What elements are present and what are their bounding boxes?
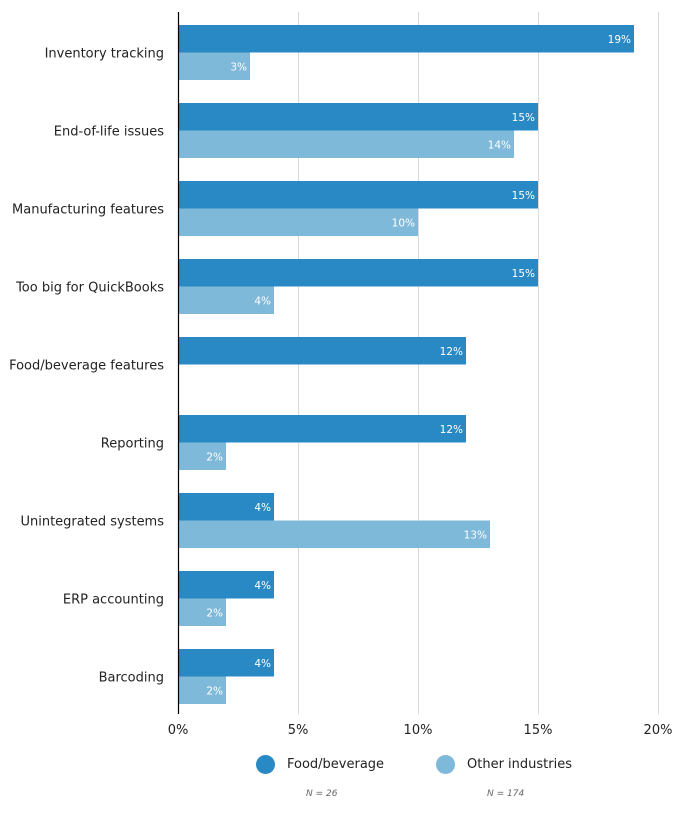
bar-other-industries xyxy=(178,130,514,158)
bars: 19% 3% 15% 14% 15% 10% 15% 4% 12% 12% 2% 4% 13% 4% 2% 4… xyxy=(178,25,634,704)
x-tick-label: 15% xyxy=(524,723,553,738)
bar-value-label: 15% xyxy=(512,190,535,202)
category-label: Reporting xyxy=(101,437,164,452)
category-label: Inventory tracking xyxy=(45,47,164,62)
x-tick-label: 0% xyxy=(168,723,189,738)
bar-value-label: 12% xyxy=(440,346,463,358)
category-label: Food/beverage features xyxy=(9,359,164,374)
bar-food-beverage xyxy=(178,649,274,677)
bar-value-label: 2% xyxy=(206,451,223,463)
bar-other-industries xyxy=(178,598,226,626)
bar-chart: 19% 3% 15% 14% 15% 10% 15% 4% 12% 12% 2% 4% 13% 4% 2% 4… xyxy=(9,12,673,738)
bar-value-label: 10% xyxy=(392,217,415,229)
bar-food-beverage xyxy=(178,181,538,209)
bar-other-industries xyxy=(178,286,274,314)
bar-value-label: 4% xyxy=(254,658,271,670)
legend-item-food-beverage[interactable]: Food/beverage xyxy=(256,755,384,774)
category-label: Manufacturing features xyxy=(12,203,164,218)
x-tick-label: 10% xyxy=(404,723,433,738)
category-label: End-of-life issues xyxy=(54,125,164,140)
category-label: Unintegrated systems xyxy=(20,515,164,530)
legend-label: Food/beverage xyxy=(287,757,385,772)
category-labels: Inventory tracking End-of-life issues Manu… xyxy=(9,47,164,686)
bar-value-label: 15% xyxy=(512,112,535,124)
bar-value-label: 4% xyxy=(254,295,271,307)
bar-food-beverage xyxy=(178,571,274,599)
bar-value-label: 15% xyxy=(512,268,535,280)
category-label: Barcoding xyxy=(99,671,164,686)
bar-other-industries xyxy=(178,520,490,548)
x-axis-ticks: 0% 5% 10% 15% 20% xyxy=(168,723,673,738)
bar-value-label: 3% xyxy=(230,61,247,73)
bar-value-label: 2% xyxy=(206,685,223,697)
bar-value-label: 14% xyxy=(488,139,511,151)
bar-food-beverage xyxy=(178,103,538,131)
x-tick-label: 5% xyxy=(288,723,309,738)
legend: Food/beverage Other industries N = 26 N … xyxy=(0,755,675,815)
bar-value-label: 19% xyxy=(608,34,631,46)
category-label: Too big for QuickBooks xyxy=(15,281,164,296)
legend-dot-other-industries xyxy=(436,755,455,774)
bar-food-beverage xyxy=(178,337,466,365)
legend-label: Other industries xyxy=(467,757,572,772)
bar-food-beverage xyxy=(178,493,274,521)
bar-value-label: 2% xyxy=(206,607,223,619)
bar-value-label: 4% xyxy=(254,580,271,592)
bar-food-beverage xyxy=(178,259,538,287)
legend-item-other-industries[interactable]: Other industries xyxy=(436,755,572,774)
bar-value-label: 4% xyxy=(254,502,271,514)
category-label: ERP accounting xyxy=(63,593,164,608)
bar-value-label: 13% xyxy=(464,529,487,541)
sample-size-other-industries: N = 174 xyxy=(487,789,525,799)
bar-other-industries xyxy=(178,676,226,704)
bar-food-beverage xyxy=(178,415,466,443)
legend-dot-food-beverage xyxy=(256,755,275,774)
sample-size-food-beverage: N = 26 xyxy=(306,789,338,799)
bar-value-label: 12% xyxy=(440,424,463,436)
bar-other-industries xyxy=(178,208,418,236)
x-tick-label: 20% xyxy=(644,723,673,738)
bar-food-beverage xyxy=(178,25,634,53)
bar-other-industries xyxy=(178,442,226,470)
bar-other-industries xyxy=(178,52,250,80)
